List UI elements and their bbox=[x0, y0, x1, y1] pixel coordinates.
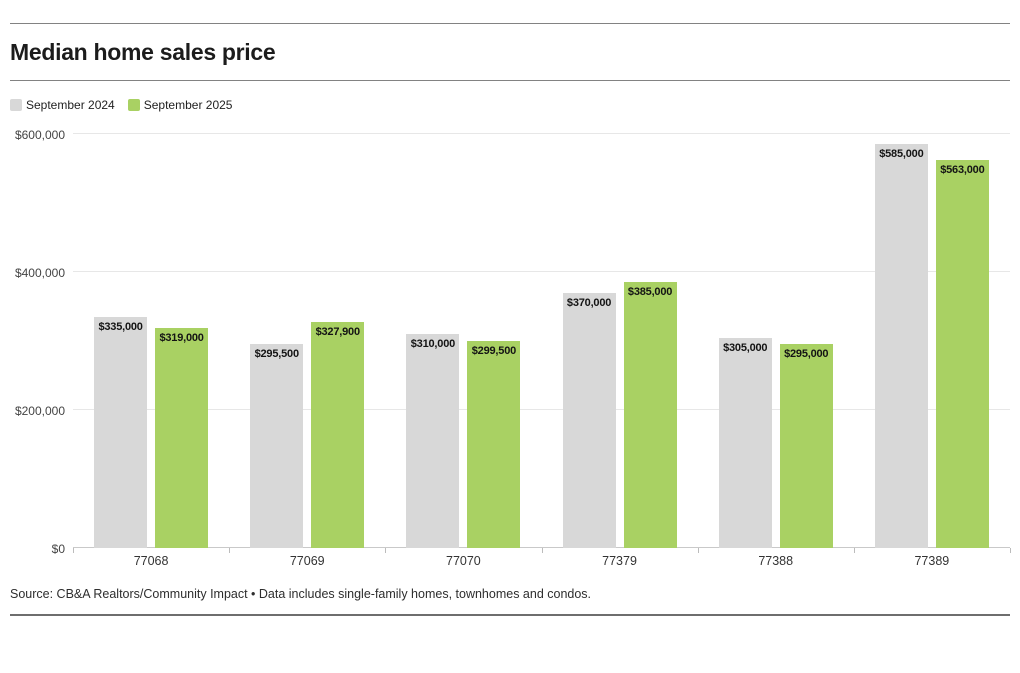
page-title: Median home sales price bbox=[10, 39, 276, 65]
legend-item-september-2024: September 2024 bbox=[10, 98, 115, 112]
bar-77069-september-2025[interactable]: $327,900 bbox=[311, 321, 365, 548]
x-axis-label-77068: 77068 bbox=[133, 554, 169, 568]
bar-value-label: $295,500 bbox=[254, 348, 299, 361]
legend-swatch-2025-icon bbox=[127, 99, 140, 111]
gridline-200000 bbox=[73, 409, 1010, 410]
x-axis-ticks bbox=[73, 548, 1011, 554]
bar-77388-september-2024[interactable]: $305,000 bbox=[718, 337, 772, 548]
legend-label-2025: September 2025 bbox=[143, 98, 233, 112]
axis-tick-mark bbox=[229, 548, 231, 553]
axis-tick-mark bbox=[1010, 548, 1011, 553]
bar-77069-september-2024[interactable]: $295,500 bbox=[250, 344, 304, 548]
bar-group-77388: $305,000 $295,000 bbox=[718, 134, 833, 548]
bar-77389-september-2025[interactable]: $563,000 bbox=[935, 159, 989, 548]
axis-tick-mark bbox=[385, 548, 387, 553]
y-tick-label: $600,000 bbox=[14, 127, 65, 142]
bar-77389-september-2024[interactable]: $585,000 bbox=[874, 144, 928, 548]
bar-77068-september-2025[interactable]: $319,000 bbox=[155, 327, 209, 548]
bar-value-label: $385,000 bbox=[627, 286, 673, 299]
gridline-0 bbox=[73, 547, 1010, 548]
y-tick-label: $200,000 bbox=[14, 403, 65, 418]
axis-tick-mark bbox=[73, 548, 74, 553]
legend-swatch-2024-icon bbox=[10, 99, 22, 111]
gridline-600000 bbox=[73, 133, 1010, 134]
top-divider bbox=[10, 23, 1010, 24]
chart-legend: September 2024 September 2025 bbox=[10, 98, 1010, 112]
axis-tick-mark bbox=[697, 548, 699, 553]
bar-77379-september-2024[interactable]: $370,000 bbox=[562, 292, 616, 548]
bar-value-label: $295,000 bbox=[784, 348, 829, 361]
bar-value-label: $335,000 bbox=[98, 320, 143, 333]
legend-label-2024: September 2024 bbox=[26, 98, 115, 112]
title-divider bbox=[10, 80, 1010, 81]
x-axis-label-77389: 77389 bbox=[914, 554, 950, 568]
bar-value-label: $305,000 bbox=[723, 341, 768, 354]
y-tick-label: $0 bbox=[51, 541, 65, 556]
bar-77068-september-2024[interactable]: $335,000 bbox=[94, 316, 148, 548]
bar-77388-september-2025[interactable]: $295,000 bbox=[779, 344, 833, 548]
bar-group-77070: $310,000 $299,500 bbox=[406, 134, 521, 548]
bar-group-77389: $585,000 $563,000 bbox=[874, 134, 989, 548]
source-note: Source: CB&A Realtors/Community Impact •… bbox=[10, 587, 592, 601]
bar-value-label: $299,500 bbox=[471, 345, 517, 358]
x-axis-label-77069: 77069 bbox=[289, 554, 325, 568]
bar-value-label: $563,000 bbox=[940, 163, 985, 176]
bar-group-77068: $335,000 $319,000 bbox=[94, 134, 209, 548]
bottom-divider bbox=[10, 614, 1010, 616]
bar-value-label: $585,000 bbox=[879, 148, 924, 161]
bar-value-label: $319,000 bbox=[159, 331, 204, 344]
bar-value-label: $327,900 bbox=[315, 325, 360, 338]
axis-tick-mark bbox=[853, 548, 855, 553]
bar-77070-september-2024[interactable]: $310,000 bbox=[406, 334, 460, 548]
y-tick-label: $400,000 bbox=[14, 265, 65, 280]
gridline-400000 bbox=[73, 271, 1010, 272]
axis-tick-mark bbox=[541, 548, 543, 553]
x-axis-label-77070: 77070 bbox=[446, 554, 481, 568]
bar-77070-september-2025[interactable]: $299,500 bbox=[467, 341, 521, 548]
x-axis-label-77379: 77379 bbox=[602, 554, 637, 568]
bar-value-label: $310,000 bbox=[410, 338, 456, 351]
x-axis-labels: 77068 77069 77070 77379 77388 77389 bbox=[73, 554, 1010, 568]
plot-area: $335,000 $319,000 $295,500 $327,900 $310,000… bbox=[15, 128, 1011, 556]
chart-page: Median home sales price September 2024 S… bbox=[0, 23, 1020, 616]
bar-chart: $335,000 $319,000 $295,500 $327,900 $310,000… bbox=[10, 128, 1011, 568]
bar-group-77069: $295,500 $327,900 bbox=[250, 134, 365, 548]
bars-row: $335,000 $319,000 $295,500 $327,900 $310,000… bbox=[73, 134, 1010, 548]
bar-value-label: $370,000 bbox=[566, 296, 612, 309]
legend-item-september-2025: September 2025 bbox=[127, 98, 233, 112]
bar-group-77379: $370,000 $385,000 bbox=[562, 134, 677, 548]
x-axis-label-77388: 77388 bbox=[758, 554, 794, 568]
bar-77379-september-2025[interactable]: $385,000 bbox=[623, 282, 677, 548]
